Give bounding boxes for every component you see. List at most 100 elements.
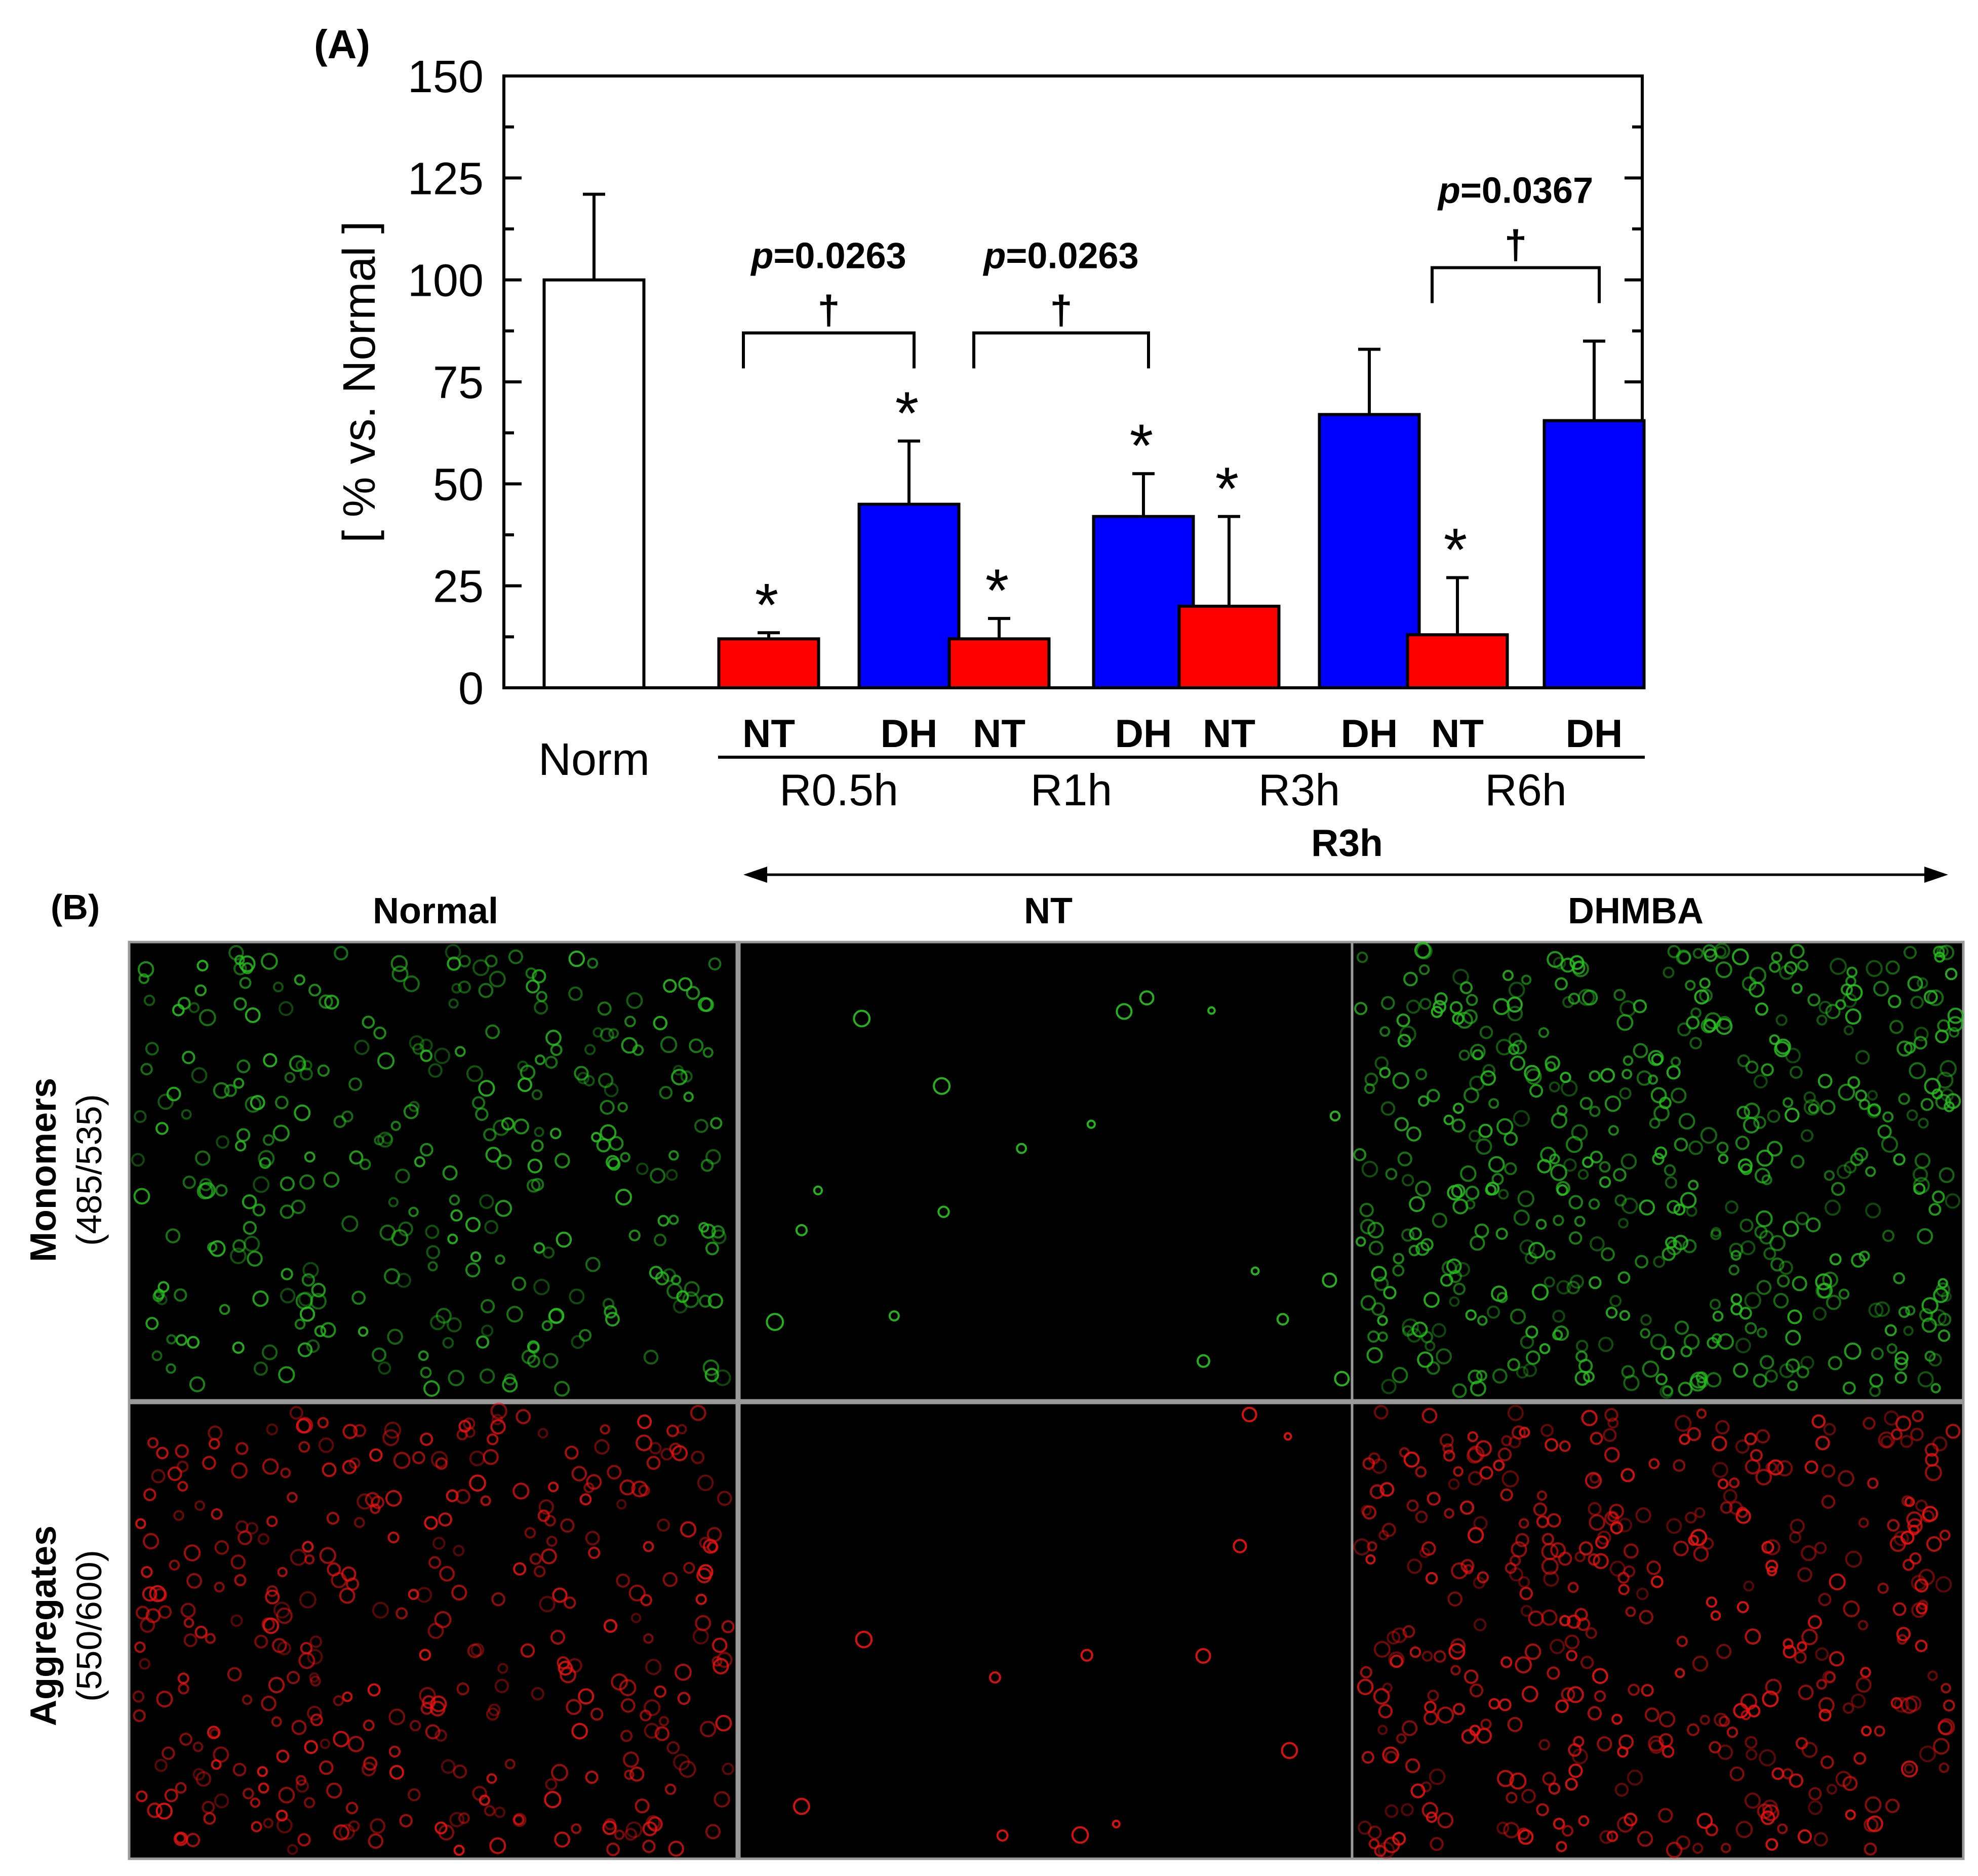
cell: [145, 1042, 159, 1056]
cell: [668, 1150, 679, 1161]
cell: [697, 1474, 714, 1491]
cell: [672, 1299, 688, 1314]
x-label-group: R0.5h: [779, 765, 898, 815]
cell: [175, 1782, 187, 1794]
cell: [1790, 1066, 1803, 1079]
cell: [1893, 1531, 1909, 1546]
cell: [169, 1559, 180, 1571]
cell: [600, 1424, 610, 1435]
cell: [242, 1194, 257, 1209]
cell: [133, 1709, 146, 1722]
cell: [261, 953, 278, 970]
cell: [1749, 966, 1767, 984]
cell: [813, 1185, 823, 1196]
cell: [1607, 1417, 1619, 1429]
cell: [1694, 989, 1710, 1005]
cell: [1874, 1726, 1885, 1737]
cell: [1585, 1472, 1602, 1489]
cell: [1895, 1415, 1912, 1432]
cell: [301, 1060, 312, 1071]
cell: [1728, 1264, 1739, 1276]
cell: [1556, 1280, 1571, 1295]
cell: [449, 1812, 465, 1827]
x-label-dh: DH: [881, 711, 938, 756]
cell: [1380, 996, 1395, 1010]
cell: [584, 1044, 596, 1056]
cell: [307, 1649, 323, 1665]
cell: [252, 1291, 269, 1307]
cell: [1901, 1697, 1918, 1714]
cell: [1367, 1330, 1380, 1343]
cell: [550, 1043, 563, 1056]
cell: [1374, 1276, 1389, 1291]
cell: [1865, 1202, 1881, 1219]
cell: [319, 994, 333, 1009]
cell: [1797, 960, 1809, 971]
cell: [1593, 1553, 1609, 1569]
cell: [1933, 946, 1945, 958]
arrow-left-head: [743, 867, 767, 883]
cell: [1576, 1617, 1591, 1631]
cell: [666, 1169, 678, 1181]
cell: [1692, 1656, 1709, 1672]
cell: [1762, 1804, 1779, 1821]
cell: [1826, 1784, 1837, 1795]
cell: [231, 1462, 248, 1479]
cell: [1918, 1117, 1929, 1129]
cell: [1536, 1803, 1549, 1816]
cell: [424, 1516, 438, 1530]
cell: [1553, 956, 1566, 970]
cell: [1765, 1838, 1778, 1851]
cell: [203, 1812, 216, 1825]
cell: [467, 1644, 482, 1658]
cell: [1479, 1466, 1493, 1480]
cell: [1473, 1618, 1487, 1631]
cell: [684, 1281, 700, 1297]
cell: [1625, 1606, 1636, 1617]
cell: [1922, 1510, 1934, 1523]
cell: [624, 1828, 638, 1841]
cell: [1740, 1163, 1753, 1176]
cell: [182, 1176, 196, 1189]
cell: [219, 1304, 230, 1315]
cell: [420, 1143, 433, 1157]
cell: [1808, 1787, 1822, 1801]
cell: [166, 1363, 176, 1374]
cell: [157, 1093, 174, 1110]
cell: [1402, 1720, 1418, 1736]
cell: [263, 1053, 278, 1068]
cell: [1712, 1310, 1724, 1322]
cell: [202, 1456, 216, 1470]
cell: [1276, 1313, 1289, 1326]
cell: [1735, 1821, 1753, 1839]
cell: [372, 1601, 389, 1619]
cell: [1432, 1213, 1447, 1228]
cell: [1949, 1027, 1960, 1038]
cell: [1711, 1227, 1721, 1237]
micrograph-frame: [128, 1401, 738, 1860]
cell: [287, 1492, 298, 1503]
cell: [1825, 1199, 1841, 1216]
x-label-norm: Norm: [538, 734, 650, 785]
cell: [1504, 1162, 1517, 1176]
cell: [1588, 1553, 1600, 1566]
cell: [1926, 1536, 1942, 1552]
cell: [297, 1342, 313, 1357]
cell: [1808, 1615, 1822, 1629]
cell: [1649, 1117, 1660, 1129]
cell: [196, 960, 209, 972]
cell: [640, 1709, 652, 1722]
cell: [1549, 1153, 1560, 1164]
cell: [531, 1089, 543, 1101]
cell: [1581, 989, 1598, 1006]
cell: [1465, 1309, 1477, 1321]
cell: [1498, 1189, 1509, 1200]
cell: [245, 1007, 261, 1023]
cell: [1367, 1222, 1384, 1239]
cell: [227, 1667, 242, 1682]
cell: [216, 1135, 229, 1149]
cell: [262, 1344, 278, 1360]
cell: [1778, 1260, 1793, 1275]
cell: [322, 1462, 337, 1477]
cell: [645, 1659, 662, 1675]
